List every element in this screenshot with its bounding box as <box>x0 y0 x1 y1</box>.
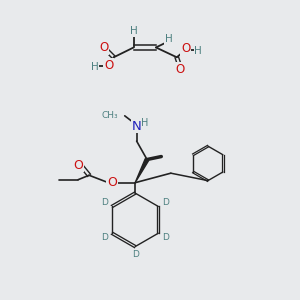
Text: H: H <box>141 118 148 128</box>
Text: O: O <box>99 41 109 54</box>
Text: O: O <box>107 176 117 189</box>
Text: H: H <box>130 26 137 36</box>
Text: D: D <box>101 198 108 207</box>
Text: D: D <box>162 233 169 242</box>
Text: O: O <box>74 159 84 172</box>
Text: H: H <box>165 34 172 44</box>
Text: O: O <box>104 59 113 72</box>
Text: D: D <box>101 233 108 242</box>
Text: O: O <box>175 63 184 76</box>
Text: H: H <box>194 46 202 56</box>
Polygon shape <box>135 159 149 183</box>
Text: O: O <box>181 42 190 56</box>
Text: H: H <box>91 62 99 72</box>
Text: N: N <box>132 120 142 133</box>
Text: D: D <box>162 198 169 207</box>
Text: CH₃: CH₃ <box>101 111 118 120</box>
Text: D: D <box>132 250 139 260</box>
